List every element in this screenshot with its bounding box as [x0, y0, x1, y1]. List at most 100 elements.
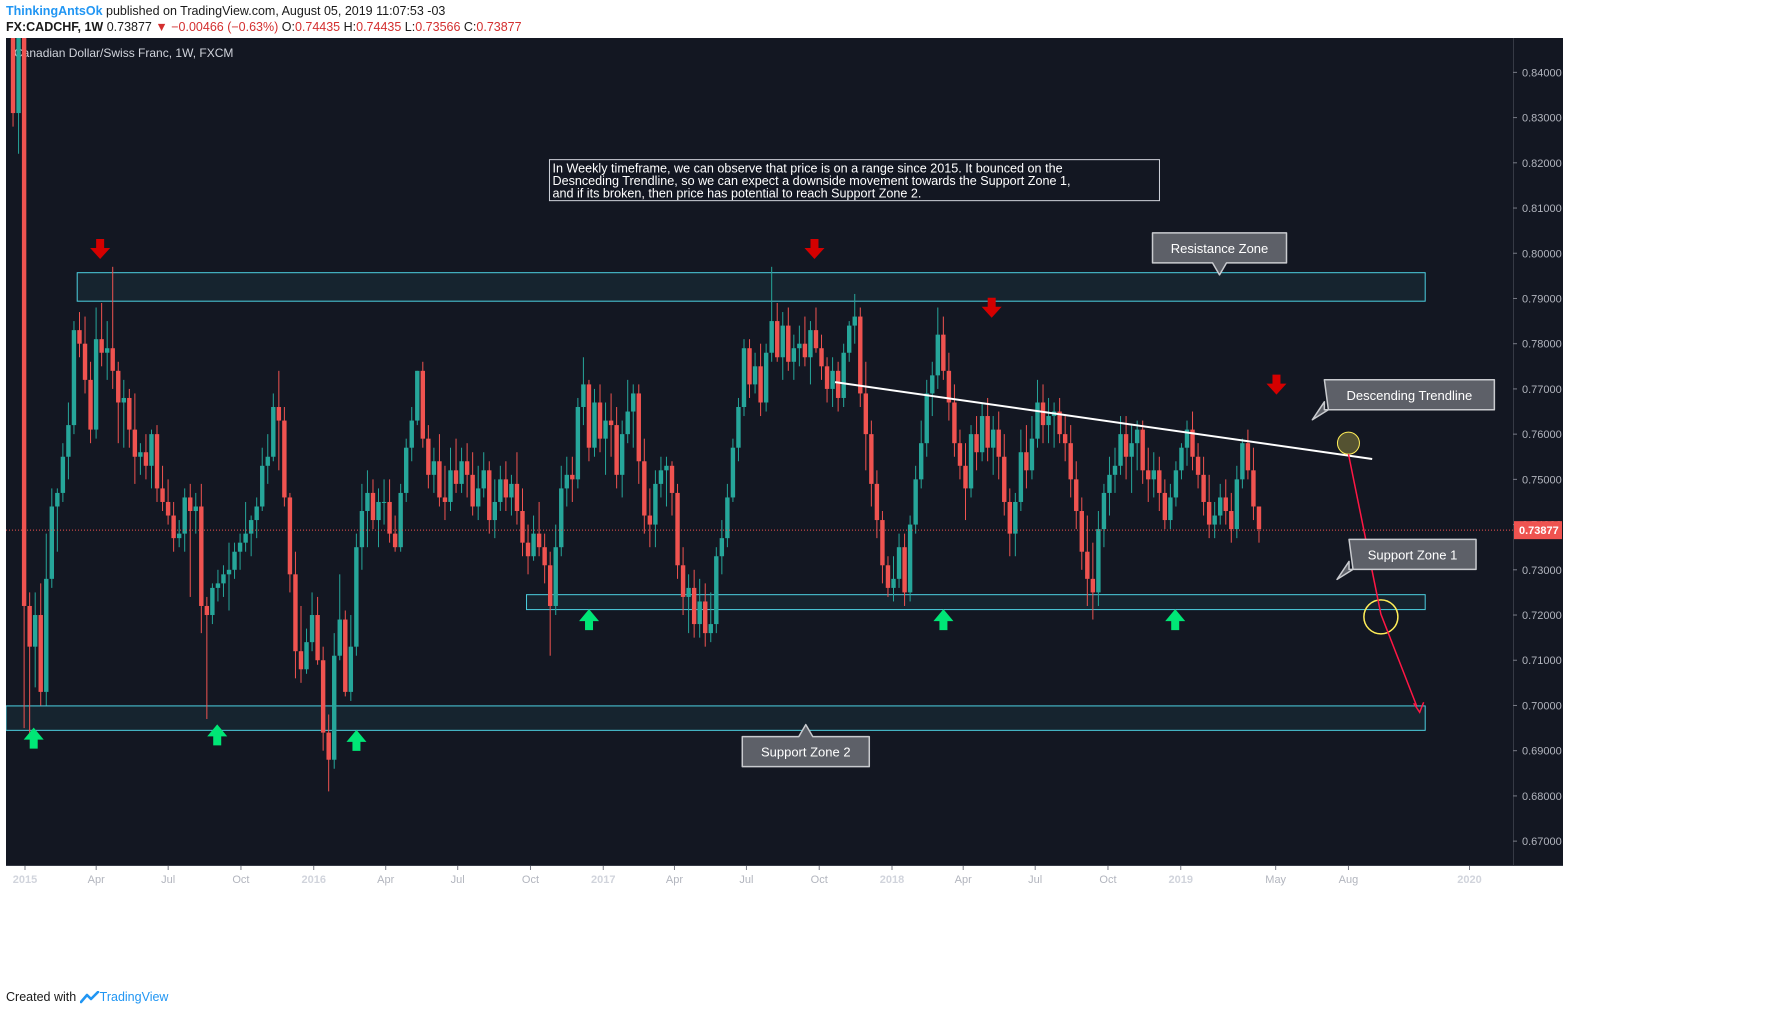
- candle-body: [464, 461, 470, 475]
- candle-body: [930, 375, 935, 394]
- tradingview-brand[interactable]: TradingView: [99, 990, 169, 1004]
- candle-body: [1057, 411, 1062, 435]
- candle-body: [332, 655, 337, 760]
- down-arrow-icon: [804, 238, 825, 259]
- up-arrow-icon: [346, 729, 367, 751]
- candle-body: [320, 660, 326, 733]
- trendline-touch-circle: [1336, 431, 1360, 455]
- candle-body: [1240, 443, 1245, 480]
- candle-body: [116, 370, 121, 403]
- high-value: 0.74435: [356, 20, 402, 34]
- candle-body: [957, 443, 963, 466]
- candle-body: [946, 370, 952, 403]
- x-tick-label: Aug: [1339, 874, 1359, 886]
- candle-body: [44, 578, 49, 692]
- support-zone-2-callout[interactable]: Support Zone 2: [741, 723, 871, 768]
- candle-body: [453, 470, 459, 484]
- tradingview-logo-icon: [79, 991, 99, 1004]
- candle-body: [82, 343, 88, 380]
- publish-line: ThinkingAntsOk published on TradingView.…: [6, 3, 522, 19]
- candle-body: [420, 370, 426, 439]
- analysis-textbox[interactable]: In Weekly timeframe, we can observe that…: [548, 159, 1160, 202]
- candle-body: [553, 547, 558, 606]
- support-zone-1-callout[interactable]: Support Zone 1: [1336, 538, 1477, 581]
- candle-body: [442, 497, 448, 502]
- candle-body: [924, 393, 929, 444]
- candle-body: [1101, 492, 1107, 530]
- candle-body: [243, 533, 248, 543]
- candle-body: [437, 461, 442, 498]
- x-tick-label: 2016: [301, 874, 325, 886]
- close-label: C:: [463, 20, 477, 34]
- candle-body: [426, 438, 431, 475]
- candle-body: [1074, 479, 1079, 512]
- candle-body: [669, 465, 675, 493]
- candle-body: [1140, 429, 1145, 471]
- candle-body: [935, 334, 941, 376]
- x-tick-label: 2019: [1169, 874, 1193, 886]
- candle-body: [847, 325, 852, 353]
- up-arrow-shape: [23, 727, 44, 749]
- candle-body: [381, 501, 387, 503]
- candle-body: [276, 407, 282, 421]
- candle-body: [49, 506, 55, 579]
- candle-body: [918, 443, 924, 480]
- candle-body: [1035, 402, 1040, 439]
- candle-body: [326, 732, 331, 760]
- resistance-zone-callout-shape: [1151, 232, 1288, 276]
- candle-body: [963, 465, 968, 489]
- candle-body: [99, 339, 104, 353]
- open-label: O:: [281, 20, 295, 34]
- candle-body: [941, 334, 946, 371]
- y-tick-label: 0.70000: [1522, 700, 1562, 712]
- candle-body: [747, 348, 752, 385]
- candle-body: [1024, 452, 1029, 471]
- candle-body: [16, 38, 21, 114]
- y-tick-label: 0.80000: [1522, 248, 1562, 260]
- resistance-zone: [76, 272, 1426, 302]
- x-tick-label: Apr: [377, 874, 394, 886]
- x-tick-label: Oct: [811, 874, 828, 886]
- candle-body: [1040, 402, 1046, 426]
- candle-body: [824, 366, 830, 389]
- candle-body: [509, 483, 514, 498]
- change-value: −0.00466 (−0.63%): [171, 20, 279, 34]
- candle-body: [10, 38, 16, 114]
- candle-body: [337, 619, 342, 656]
- candle-body: [885, 565, 891, 588]
- candle-body: [265, 456, 270, 466]
- candle-body: [1162, 492, 1168, 521]
- candle-body: [1002, 456, 1007, 502]
- trendline-callout-shape: [1311, 379, 1496, 421]
- candle-body: [254, 506, 259, 521]
- candle-body: [398, 492, 403, 548]
- candle-body: [481, 470, 486, 489]
- down-arrow-icon: [981, 297, 1002, 318]
- candle-body: [714, 556, 719, 625]
- descending-trendline[interactable]: [834, 381, 1373, 460]
- candle-body: [913, 479, 918, 525]
- candle-body: [110, 348, 115, 371]
- candle-body: [188, 497, 193, 512]
- candle-body: [1256, 506, 1262, 530]
- up-arrow-shape: [207, 724, 228, 746]
- candle-body: [1212, 515, 1217, 525]
- plot-area: Canadian Dollar/Swiss Franc, 1W, FXCM: [6, 38, 1426, 792]
- candle-body: [586, 384, 592, 448]
- candle-body: [215, 583, 221, 588]
- candle-body: [498, 479, 503, 502]
- candle-body: [996, 429, 1001, 457]
- x-tick-label: Jul: [161, 874, 175, 886]
- candle-body: [193, 506, 198, 512]
- trendline-callout[interactable]: Descending Trendline: [1311, 379, 1496, 421]
- author-link[interactable]: ThinkingAntsOk: [6, 4, 103, 18]
- up-arrow-shape: [579, 609, 600, 631]
- candle-body: [608, 420, 614, 426]
- y-tick-label: 0.73000: [1522, 565, 1562, 577]
- resistance-zone-callout[interactable]: Resistance Zone: [1151, 232, 1288, 276]
- x-tick-label: Jul: [739, 874, 753, 886]
- candle-body: [221, 574, 226, 584]
- last-price-label: 0.73877: [1519, 525, 1559, 537]
- candle-body: [597, 402, 603, 439]
